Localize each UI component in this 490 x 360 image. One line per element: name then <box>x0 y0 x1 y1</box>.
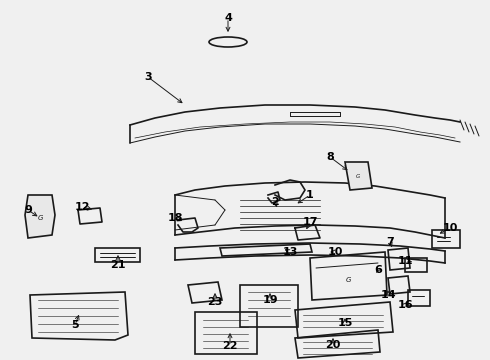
Text: 20: 20 <box>325 340 341 350</box>
Text: G: G <box>356 174 360 179</box>
Text: 19: 19 <box>262 295 278 305</box>
Text: 8: 8 <box>326 152 334 162</box>
Text: 4: 4 <box>224 13 232 23</box>
Bar <box>432 230 460 248</box>
Text: 22: 22 <box>222 341 238 351</box>
Text: 9: 9 <box>24 205 32 215</box>
Text: 11: 11 <box>397 256 413 266</box>
Text: 15: 15 <box>337 318 353 328</box>
Bar <box>408 290 430 306</box>
Text: 6: 6 <box>374 265 382 275</box>
Text: 5: 5 <box>71 320 79 330</box>
Text: 16: 16 <box>397 300 413 310</box>
Bar <box>240 285 298 327</box>
Text: 21: 21 <box>110 260 126 270</box>
Text: 12: 12 <box>74 202 90 212</box>
Text: 2: 2 <box>271 197 279 207</box>
Text: 7: 7 <box>386 237 394 247</box>
Polygon shape <box>345 162 372 190</box>
Text: 17: 17 <box>302 217 318 227</box>
Text: 23: 23 <box>207 297 222 307</box>
Text: 1: 1 <box>306 190 314 200</box>
Text: 14: 14 <box>380 290 396 300</box>
Bar <box>405 258 427 272</box>
Text: 10: 10 <box>442 223 458 233</box>
Text: G: G <box>37 215 43 221</box>
Text: 10: 10 <box>327 247 343 257</box>
Bar <box>195 312 257 354</box>
Text: 13: 13 <box>282 247 298 257</box>
Text: 3: 3 <box>144 72 152 82</box>
Text: G: G <box>345 277 351 283</box>
Polygon shape <box>25 195 55 238</box>
Text: 18: 18 <box>167 213 183 223</box>
